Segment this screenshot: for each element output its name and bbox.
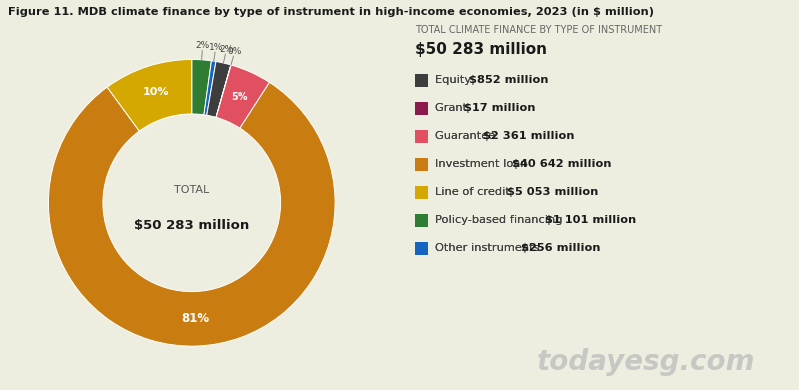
Text: Line of credit: Line of credit (435, 187, 514, 197)
Text: Figure 11. MDB climate finance by type of instrument in high-income economies, 2: Figure 11. MDB climate finance by type o… (8, 7, 654, 17)
Text: $17 million: $17 million (463, 103, 535, 113)
Text: Grant: Grant (435, 103, 471, 113)
Bar (415, 101, 428, 115)
Text: Grant: Grant (435, 103, 471, 113)
Text: 2%: 2% (196, 41, 209, 50)
Wedge shape (192, 59, 212, 115)
Text: 1%: 1% (209, 43, 223, 52)
Text: Line of credit: Line of credit (435, 187, 514, 197)
Text: Equity: Equity (435, 75, 475, 85)
Bar (415, 241, 428, 255)
Text: Investment loan: Investment loan (435, 159, 531, 169)
Text: $5 053 million: $5 053 million (507, 187, 598, 197)
Wedge shape (204, 61, 216, 115)
Text: $1 101 million: $1 101 million (546, 215, 637, 225)
Text: $50 283 million: $50 283 million (134, 218, 249, 232)
Bar (415, 158, 428, 170)
Text: Investment loan: Investment loan (435, 159, 531, 169)
Text: TOTAL: TOTAL (174, 185, 209, 195)
Text: $256 million: $256 million (522, 243, 601, 253)
Wedge shape (207, 62, 231, 117)
Text: 81%: 81% (181, 312, 209, 325)
Text: Policy-based financing: Policy-based financing (435, 215, 566, 225)
Text: Other instruments: Other instruments (435, 243, 543, 253)
Text: Policy-based financing: Policy-based financing (435, 215, 566, 225)
Text: 0%: 0% (228, 47, 242, 56)
Wedge shape (217, 65, 269, 128)
Text: Other instruments: Other instruments (435, 243, 543, 253)
Text: $852 million: $852 million (468, 75, 548, 85)
Bar (415, 73, 428, 87)
Text: $2 361 million: $2 361 million (483, 131, 574, 141)
Wedge shape (49, 82, 335, 346)
Bar (415, 213, 428, 227)
Text: 5%: 5% (232, 92, 248, 102)
Text: Guarantee: Guarantee (435, 131, 499, 141)
Bar (415, 129, 428, 142)
Text: todayesg.com: todayesg.com (536, 348, 755, 376)
Wedge shape (107, 59, 192, 131)
Text: $40 642 million: $40 642 million (512, 159, 611, 169)
Text: 2%: 2% (220, 45, 233, 54)
Text: TOTAL CLIMATE FINANCE BY TYPE OF INSTRUMENT: TOTAL CLIMATE FINANCE BY TYPE OF INSTRUM… (415, 25, 662, 35)
Text: 10%: 10% (142, 87, 169, 98)
Text: Equity: Equity (435, 75, 475, 85)
Text: $50 283 million: $50 283 million (415, 42, 547, 57)
Text: Guarantee: Guarantee (435, 131, 499, 141)
Bar (415, 186, 428, 199)
Wedge shape (216, 65, 231, 117)
